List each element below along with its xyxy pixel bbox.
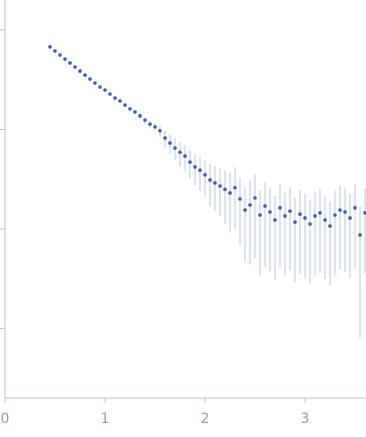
data-point [253,196,257,200]
data-point [348,216,352,220]
data-point [98,85,102,89]
x-tick-label: 1 [101,411,110,427]
data-point [233,185,237,190]
data-point [168,141,172,145]
data-point [308,222,312,226]
data-point [278,206,282,210]
data-point [338,208,342,212]
data-point [258,213,262,217]
x-tick-label: 2 [201,411,210,427]
data-point [333,213,337,217]
data-point [88,77,92,81]
data-point [268,210,272,214]
data-point [298,212,302,216]
data-point [213,181,217,185]
data-point [208,178,212,182]
data-point [218,184,222,188]
data-point [173,146,177,150]
data-point [353,206,357,210]
data-point [223,187,227,192]
data-point [363,211,366,215]
data-point [78,69,82,73]
data-point [148,122,152,126]
data-point [138,114,142,118]
data-point [143,118,147,122]
data-point [153,125,157,129]
data-point [133,110,137,114]
data-point [53,49,57,53]
data-point [293,220,297,224]
data-point [243,208,247,212]
data-point [203,173,207,177]
data-point [198,168,202,172]
data-point [238,197,242,201]
data-point [108,92,112,96]
data-point [118,99,122,103]
data-point [323,218,327,222]
data-point [288,209,292,213]
data-point [158,128,162,133]
data-point [283,214,287,218]
data-point [93,81,97,85]
data-point [358,233,362,237]
data-point [228,191,232,195]
data-point [113,96,117,100]
data-point [73,65,77,69]
data-point [343,210,347,214]
x-tick-label: 3 [301,411,310,427]
data-point [83,73,87,77]
data-point [328,224,332,228]
x-tick-label: 0 [1,411,10,427]
data-point [63,57,67,61]
data-point [68,61,72,65]
data-point [183,154,187,158]
data-point [318,211,322,215]
data-point [248,203,252,207]
data-point [48,45,52,49]
data-point [188,160,192,164]
data-point [263,204,267,208]
data-point [313,214,317,218]
data-point [128,107,132,111]
data-point [123,103,127,107]
data-point [303,216,307,220]
data-point [273,218,277,222]
data-point [58,53,62,57]
data-point [178,150,182,155]
data-point [193,165,197,169]
data-point [103,88,107,92]
data-point [163,136,167,140]
